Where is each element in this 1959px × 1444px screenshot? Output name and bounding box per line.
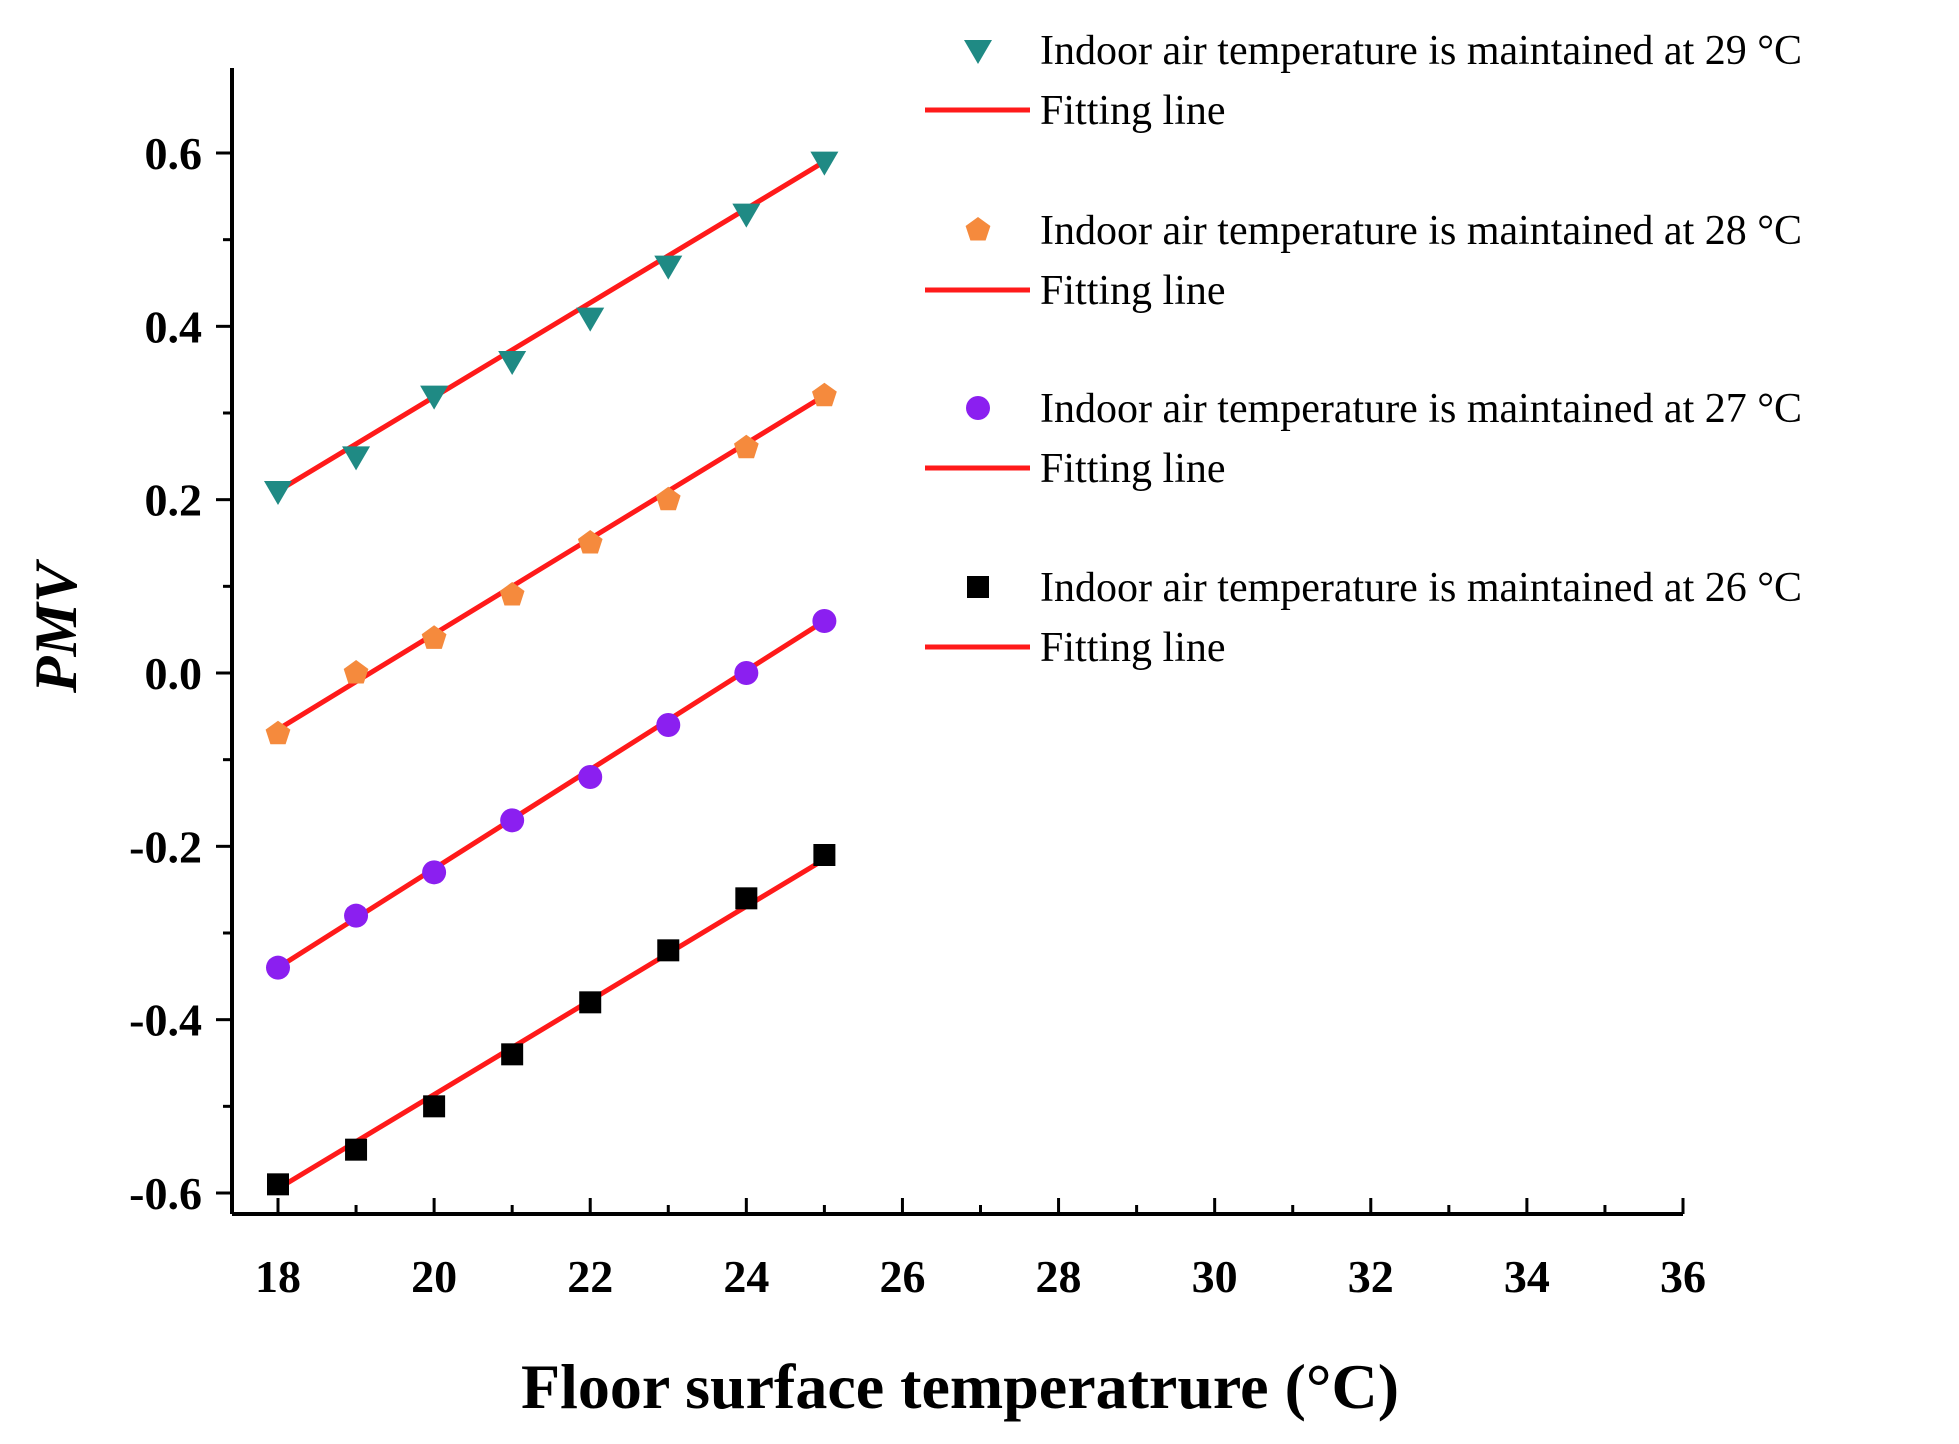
point-2-4 bbox=[578, 765, 603, 789]
y-tick-label: 0.2 bbox=[145, 475, 203, 526]
x-tick-label: 22 bbox=[567, 1251, 613, 1302]
x-tick-label: 28 bbox=[1036, 1251, 1082, 1302]
x-tick-label: 24 bbox=[723, 1251, 769, 1302]
point-1-1 bbox=[343, 660, 369, 684]
point-0-4 bbox=[576, 307, 605, 332]
fit-line-3 bbox=[275, 856, 827, 1192]
legend-label-3: Indoor air temperature is maintained at … bbox=[1040, 565, 1802, 611]
legend-label-1: Indoor air temperature is maintained at … bbox=[1040, 208, 1802, 254]
x-tick-label: 26 bbox=[879, 1251, 925, 1302]
x-tick-label: 36 bbox=[1660, 1251, 1706, 1302]
point-2-0 bbox=[266, 955, 290, 980]
point-2-1 bbox=[344, 903, 369, 928]
point-1-4 bbox=[577, 530, 603, 554]
point-1-3 bbox=[499, 582, 525, 606]
x-tick-label: 34 bbox=[1504, 1251, 1550, 1302]
point-3-3 bbox=[501, 1043, 524, 1066]
x-axis-title: Floor surface temperatrure (°C) bbox=[521, 1351, 1399, 1422]
point-0-3 bbox=[498, 351, 527, 375]
point-3-1 bbox=[345, 1138, 368, 1161]
legend-marker-3 bbox=[967, 576, 989, 598]
legend-marker-1 bbox=[965, 217, 991, 241]
point-3-0 bbox=[267, 1173, 289, 1196]
point-3-6 bbox=[735, 887, 758, 910]
y-tick-label: 0.6 bbox=[145, 128, 203, 179]
point-1-5 bbox=[655, 486, 681, 511]
point-3-7 bbox=[813, 844, 836, 866]
point-3-4 bbox=[579, 991, 602, 1014]
fit-line-2 bbox=[275, 618, 827, 971]
legend-label-0: Indoor air temperature is maintained at … bbox=[1040, 28, 1802, 74]
point-0-1 bbox=[342, 446, 371, 471]
legend-fit-label-1: Fitting line bbox=[1040, 268, 1226, 314]
fitting-lines bbox=[275, 159, 827, 1192]
y-axis-title: PMV bbox=[23, 558, 89, 694]
y-tick-label: 0.4 bbox=[145, 301, 203, 352]
point-1-7 bbox=[812, 382, 837, 407]
point-3-5 bbox=[657, 939, 680, 962]
point-1-2 bbox=[421, 625, 447, 649]
point-2-5 bbox=[656, 713, 681, 737]
point-0-7 bbox=[810, 151, 839, 176]
y-tick-label: -0.6 bbox=[129, 1168, 202, 1219]
y-tick-label: -0.4 bbox=[129, 995, 202, 1046]
y-tick-label: 0.0 bbox=[145, 648, 203, 699]
legend-fit-label-2: Fitting line bbox=[1040, 446, 1226, 492]
point-3-2 bbox=[423, 1095, 446, 1118]
point-2-2 bbox=[422, 860, 447, 885]
legend-marker-2 bbox=[966, 396, 990, 420]
data-points bbox=[264, 151, 839, 1196]
x-tick-label: 18 bbox=[255, 1251, 301, 1302]
point-0-0 bbox=[264, 481, 292, 505]
point-2-6 bbox=[734, 661, 759, 685]
point-2-3 bbox=[500, 808, 525, 833]
x-tick-label: 20 bbox=[411, 1251, 457, 1302]
x-tick-label: 30 bbox=[1192, 1251, 1238, 1302]
y-tick-label: -0.2 bbox=[129, 821, 202, 872]
axes: -0.6 -0.4 -0.2 0.0 0.2 0.4 0.6 18 20 22 24 26 28 30 32… bbox=[129, 68, 1706, 1302]
point-1-0 bbox=[265, 720, 291, 745]
legend-marker-0 bbox=[964, 40, 992, 64]
point-0-2 bbox=[420, 385, 449, 410]
point-2-7 bbox=[812, 609, 837, 633]
point-0-5 bbox=[654, 255, 683, 280]
legend-fit-label-0: Fitting line bbox=[1040, 88, 1226, 134]
point-0-6 bbox=[732, 203, 761, 228]
point-1-6 bbox=[734, 434, 759, 459]
legend-label-2: Indoor air temperature is maintained at … bbox=[1040, 386, 1802, 432]
legend: Indoor air temperature is maintained at … bbox=[925, 28, 1802, 671]
fit-line-1 bbox=[275, 393, 827, 732]
fit-line-0 bbox=[275, 159, 827, 494]
legend-fit-label-3: Fitting line bbox=[1040, 625, 1226, 671]
x-tick-label: 32 bbox=[1348, 1251, 1394, 1302]
